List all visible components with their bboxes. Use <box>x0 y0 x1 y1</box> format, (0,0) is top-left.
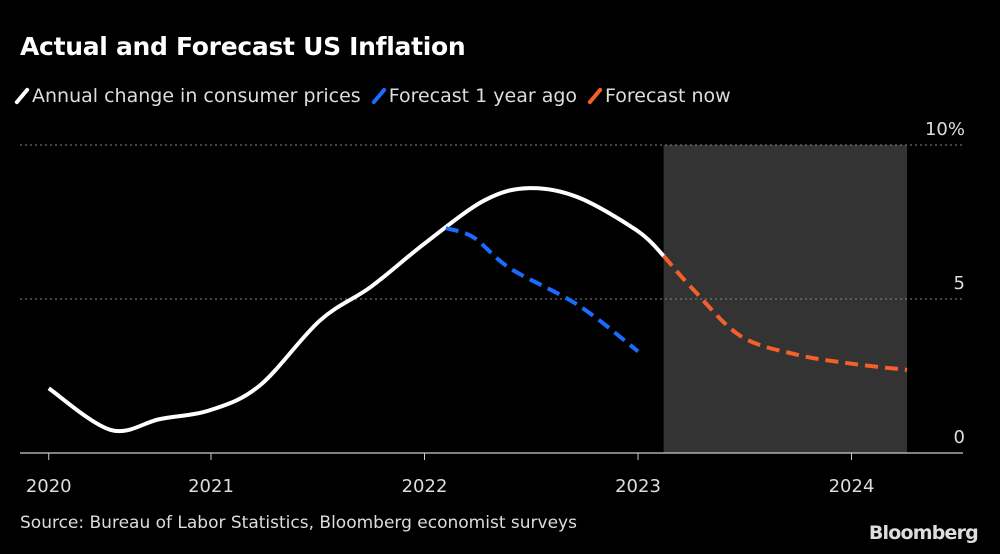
bloomberg-logo: Bloomberg <box>868 522 979 544</box>
y-tick-label: 0 <box>954 427 965 448</box>
legend-item-forecast-1y-ago: Forecast 1 year ago <box>370 85 578 107</box>
y-tick-label: 5 <box>954 273 965 294</box>
series-line-forecast-now <box>662 254 908 372</box>
source-note: Source: Bureau of Labor Statistics, Bloo… <box>20 513 577 533</box>
chart-title: Actual and Forecast US Inflation <box>20 32 466 61</box>
legend-item-forecast-now: Forecast now <box>587 85 731 107</box>
x-tick-label: 2023 <box>615 476 661 497</box>
legend-item-actual: Annual change in consumer prices <box>14 85 361 107</box>
legend-label: Annual change in consumer prices <box>32 85 361 107</box>
x-tick-label: 2021 <box>188 476 234 497</box>
legend-label: Forecast 1 year ago <box>388 85 578 107</box>
series-line-actual <box>47 186 666 434</box>
x-tick-label: 2024 <box>829 476 875 497</box>
y-tick-label: 10% <box>925 119 965 140</box>
series-line-forecast-1y-ago <box>445 226 640 353</box>
legend-label: Forecast now <box>605 85 731 107</box>
x-tick-label: 2020 <box>26 476 72 497</box>
legend: Annual change in consumer prices Forecas… <box>14 85 731 107</box>
x-tick-label: 2022 <box>402 476 448 497</box>
